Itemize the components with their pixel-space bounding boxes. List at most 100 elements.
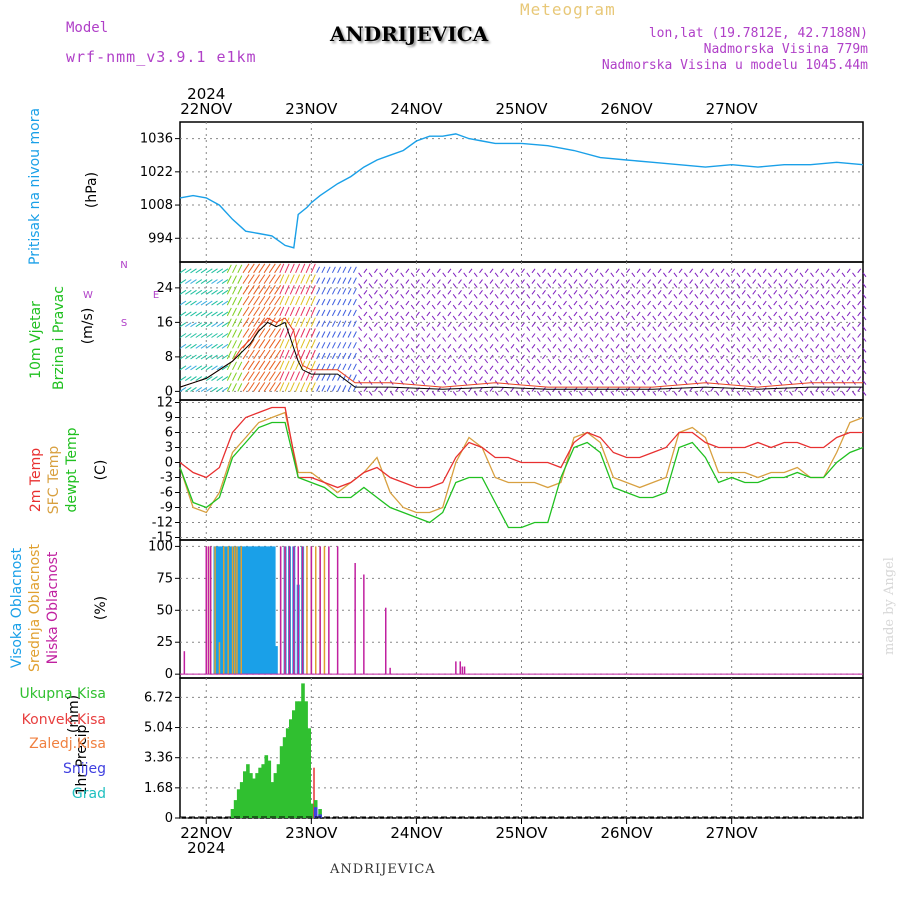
wind-barb <box>536 283 541 288</box>
wind-barb <box>484 347 489 353</box>
wind-barb <box>305 339 311 349</box>
wind-barb <box>536 293 541 299</box>
cloud-bar <box>242 546 245 675</box>
ytick-label: -15 <box>152 531 173 546</box>
wind-barb <box>720 365 725 371</box>
wind-barb <box>400 391 405 396</box>
wind-barb <box>436 268 441 274</box>
wind-barb <box>773 322 778 328</box>
wind-barb <box>185 386 192 392</box>
wind-barb <box>762 279 767 284</box>
cloud-bar <box>257 546 261 675</box>
wind-barb <box>479 322 483 328</box>
wind-barb <box>321 309 326 317</box>
wind-barb <box>410 293 415 299</box>
wind-barb <box>268 285 276 295</box>
wind-barb <box>831 272 835 278</box>
wind-barb <box>500 376 504 381</box>
wind-barb <box>542 268 546 274</box>
wind-barb <box>515 326 520 332</box>
wind-compass-s: S <box>121 318 127 329</box>
wind-barb <box>694 347 699 353</box>
wind-barb <box>647 289 651 295</box>
wind-barb <box>820 347 825 353</box>
wind-barb <box>862 293 867 299</box>
wind-barb <box>221 376 229 382</box>
wind-barb <box>705 326 709 332</box>
wind-barb <box>584 268 588 274</box>
wind-barb <box>316 277 321 284</box>
wind-barb <box>836 268 841 274</box>
wind-barb <box>373 376 378 381</box>
wind-barb <box>431 326 436 332</box>
wind-barb <box>862 304 867 310</box>
wind-barb <box>289 382 295 392</box>
wind-barb <box>489 343 494 349</box>
wind-barb <box>394 387 399 392</box>
wind-barb <box>647 300 651 306</box>
wind-barb <box>268 382 276 392</box>
wind-barb <box>331 374 336 381</box>
wind-barb <box>237 286 243 295</box>
wind-barb <box>179 376 187 382</box>
wind-barb <box>542 322 546 328</box>
wind-barb <box>237 361 243 371</box>
wind-barb <box>815 333 820 338</box>
wind-barb <box>326 363 331 371</box>
wind-barb <box>347 374 352 381</box>
wind-barb <box>820 391 825 396</box>
wind-barb <box>373 311 378 317</box>
cloud-bar <box>310 546 313 675</box>
wind-barb <box>762 322 767 328</box>
wind-barb <box>410 369 415 375</box>
wind-barb <box>783 354 788 360</box>
wind-barb <box>216 376 224 382</box>
wind-barb <box>394 322 399 328</box>
wind-barb <box>263 263 271 274</box>
wind-barb <box>768 304 772 310</box>
wind-barb <box>337 277 342 284</box>
wind-barb <box>799 283 804 288</box>
wind-barb <box>521 268 525 274</box>
wind-barb <box>610 347 615 353</box>
wind-barb <box>305 360 311 371</box>
wind-barb <box>452 315 457 321</box>
wind-barb <box>179 343 187 349</box>
wind-barb <box>631 283 636 288</box>
wind-barb <box>594 365 599 371</box>
wind-barb <box>663 315 667 321</box>
wind-barb <box>384 322 389 328</box>
wind-barb <box>747 347 751 353</box>
wind-barb <box>284 382 290 392</box>
wind-barb <box>615 376 620 381</box>
wind-barb <box>352 374 357 381</box>
wind-barb <box>421 293 426 299</box>
wind-barb <box>852 293 856 299</box>
wind-barb <box>584 376 588 381</box>
wind-barb <box>794 311 799 317</box>
wind-barb <box>573 300 578 306</box>
wind-barb <box>426 311 431 317</box>
wind-barb <box>578 391 583 396</box>
wind-barb <box>741 333 746 338</box>
wind-barb <box>857 333 862 338</box>
wind-barb <box>237 340 243 349</box>
ytick-label: 5.04 <box>144 721 173 736</box>
day-label-bottom: 22NOV <box>180 824 233 842</box>
wind-barb <box>578 326 583 332</box>
wind-barb <box>720 289 725 295</box>
wind-barb <box>463 347 468 353</box>
cloud-bar <box>228 546 232 675</box>
wind-barb <box>237 296 243 306</box>
wind-barb <box>673 337 678 342</box>
wind-barb <box>515 380 520 385</box>
wind-barb <box>584 343 588 349</box>
wind-barb <box>190 300 197 306</box>
wind-barb <box>379 347 384 353</box>
wind-barb <box>636 376 641 381</box>
wind-barb <box>305 263 311 274</box>
wind-barb <box>715 272 720 278</box>
wind-barb <box>331 266 336 274</box>
wind-speed-line <box>179 321 863 390</box>
wind-barb <box>578 347 583 353</box>
